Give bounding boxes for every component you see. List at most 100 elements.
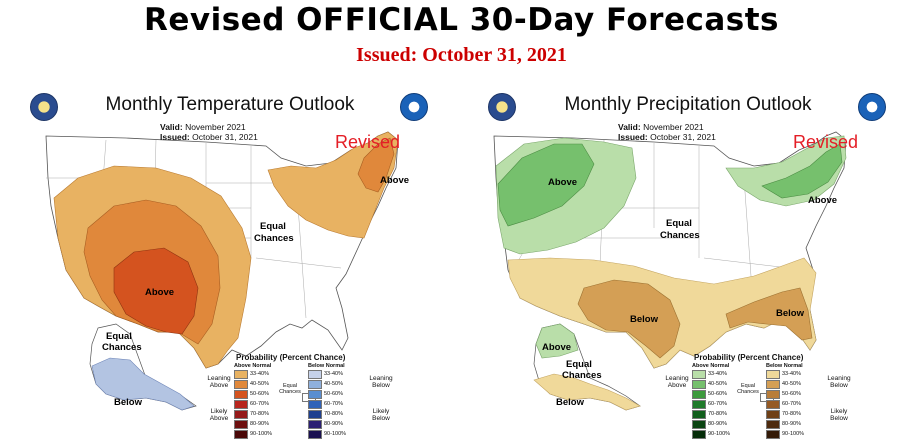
leaning-below-label: Leaning Below <box>827 375 851 389</box>
above-row-label: 70-80% <box>250 411 269 417</box>
alaska-above-zone <box>535 323 579 359</box>
label-below-southeast: Below <box>776 308 805 319</box>
temp-above-50-60 <box>113 247 199 335</box>
temperature-title: Monthly Temperature Outlook <box>105 94 355 115</box>
below-swatch <box>308 390 322 399</box>
label-ak-below: Below <box>556 397 585 408</box>
label-chances: Chances <box>660 230 700 241</box>
temp-ne-above-40 <box>357 137 395 193</box>
below-swatch <box>766 370 780 379</box>
precipitation-title: Monthly Precipitation Outlook <box>564 94 812 115</box>
above-row-label: 60-70% <box>708 401 727 407</box>
below-swatch <box>766 420 780 429</box>
below-swatch <box>308 430 322 439</box>
below-row-label: 50-60% <box>324 391 343 397</box>
above-swatch <box>692 400 706 409</box>
below-swatch <box>766 400 780 409</box>
below-row-label: 40-50% <box>782 381 801 387</box>
above-swatch <box>234 400 248 409</box>
temperature-valid-issued: Valid: November 2021 Issued: October 31,… <box>160 122 258 142</box>
temperature-outlook-panel: Above Above Equal Chances Equal Chances … <box>6 88 454 443</box>
label-above-northwest: Above <box>548 177 577 188</box>
below-row-label: 60-70% <box>324 401 343 407</box>
below-swatch <box>308 400 322 409</box>
label-ak-equal: Equal <box>106 331 132 342</box>
below-swatch <box>766 410 780 419</box>
equal-chances-label: Equal Chances <box>737 383 759 395</box>
label-equal: Equal <box>666 218 692 229</box>
above-row-label: 40-50% <box>250 381 269 387</box>
label-equal: Equal <box>260 221 286 232</box>
below-row-label: 70-80% <box>782 411 801 417</box>
likely-below-label: Likely Below <box>830 408 848 422</box>
legend-title: Probability (Percent Chance) <box>236 353 346 362</box>
below-swatch <box>766 390 780 399</box>
precip-below-40-50-east <box>725 287 813 341</box>
above-row-label: 90-100% <box>708 431 731 437</box>
precip-above-40-50 <box>497 143 595 227</box>
below-row-label: 33-40% <box>324 371 343 377</box>
above-swatch <box>692 430 706 439</box>
above-row-label: 60-70% <box>250 401 269 407</box>
below-swatch <box>308 410 322 419</box>
leaning-above-label: Leaning Above <box>665 375 689 389</box>
above-row-label: 50-60% <box>708 391 727 397</box>
above-swatch <box>692 390 706 399</box>
precipitation-outlook-panel: Above Above Equal Chances Below Below Ab… <box>464 88 912 443</box>
precipitation-legend: Probability (Percent Chance) Above Norma… <box>664 353 904 443</box>
precip-ne-above-40-50 <box>761 143 843 199</box>
below-row-label: 80-90% <box>324 421 343 427</box>
label-ak-equal: Equal <box>566 359 592 370</box>
label-above-southwest: Above <box>145 287 174 298</box>
precipitation-valid-issued: Valid: November 2021 Issued: October 31,… <box>618 122 716 142</box>
alaska-below-zone <box>533 373 641 411</box>
likely-below-label: Likely Below <box>372 408 390 422</box>
label-ak-chances: Chances <box>102 342 142 353</box>
label-above-northeast: Above <box>808 195 837 206</box>
above-swatch <box>692 370 706 379</box>
label-ak-above: Above <box>542 342 571 353</box>
above-swatch <box>234 410 248 419</box>
leaning-above-label: Leaning Above <box>207 375 231 389</box>
revised-label: Revised <box>792 132 858 152</box>
revised-label: Revised <box>334 132 400 152</box>
above-row-label: 70-80% <box>708 411 727 417</box>
below-row-label: 70-80% <box>324 411 343 417</box>
above-row-label: 80-90% <box>708 421 727 427</box>
below-row-label: 50-60% <box>782 391 801 397</box>
above-swatch <box>234 390 248 399</box>
above-row-label: 33-40% <box>708 371 727 377</box>
above-row-label: 33-40% <box>250 371 269 377</box>
below-swatch <box>308 420 322 429</box>
precip-below-40-50-west <box>577 279 681 359</box>
above-swatch <box>234 430 248 439</box>
temperature-legend: Probability (Percent Chance) Above Norma… <box>206 353 446 443</box>
label-below-south: Below <box>630 314 659 325</box>
above-swatch <box>692 410 706 419</box>
precipitation-map: Above Above Equal Chances Below Below Ab… <box>493 131 847 411</box>
above-swatch <box>692 380 706 389</box>
issued-date: Issued: October 31, 2021 <box>356 44 567 66</box>
leaning-below-label: Leaning Below <box>369 375 393 389</box>
above-row-label: 40-50% <box>708 381 727 387</box>
noaa-logo-icon <box>858 93 886 121</box>
below-swatch <box>308 380 322 389</box>
temperature-map: Above Above Equal Chances Equal Chances … <box>45 131 409 411</box>
above-row-label: 90-100% <box>250 431 273 437</box>
legend-title: Probability (Percent Chance) <box>694 353 804 362</box>
above-swatch <box>234 420 248 429</box>
label-ak-below: Below <box>114 397 143 408</box>
below-row-label: 90-100% <box>324 431 347 437</box>
below-swatch <box>308 370 322 379</box>
above-swatch <box>234 380 248 389</box>
below-row-label: 33-40% <box>782 371 801 377</box>
alaska-below-zone <box>91 357 195 411</box>
label-ak-chances: Chances <box>562 370 602 381</box>
below-row-label: 60-70% <box>782 401 801 407</box>
below-swatch <box>766 430 780 439</box>
commerce-seal-icon <box>30 93 58 121</box>
below-row-label: 40-50% <box>324 381 343 387</box>
above-swatch <box>692 420 706 429</box>
above-row-label: 80-90% <box>250 421 269 427</box>
label-chances: Chances <box>254 233 294 244</box>
